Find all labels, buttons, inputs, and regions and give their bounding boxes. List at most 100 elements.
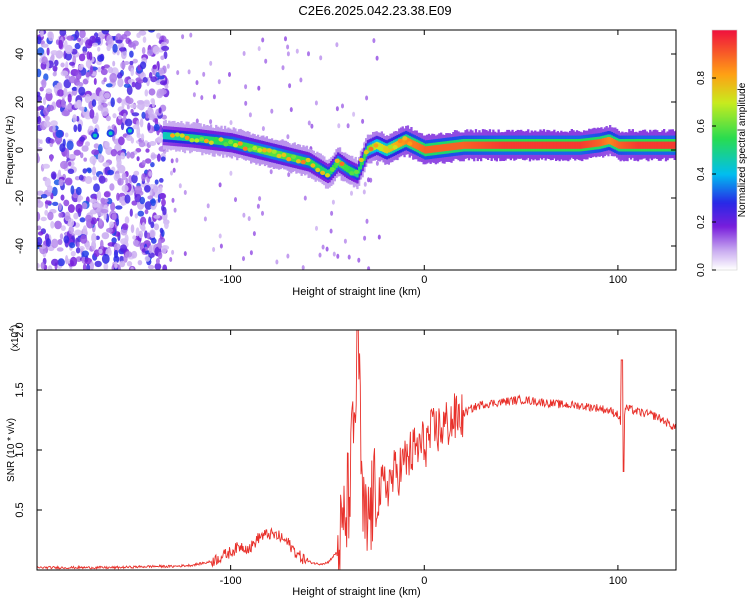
x-tick-label: -100 (220, 575, 242, 587)
x-tick-label: 0 (421, 575, 427, 587)
ridge-blob (199, 137, 205, 142)
noise-speckle (209, 60, 213, 66)
noise-speckle (66, 103, 72, 110)
ridge-segment (549, 141, 552, 149)
ridge-segment (668, 141, 671, 149)
ridge-segment (534, 141, 537, 149)
ridge-segment (556, 141, 559, 149)
noise-speckle (75, 256, 82, 262)
ridge-blob (213, 136, 219, 142)
noise-speckle (117, 178, 124, 186)
ridge-segment (541, 141, 544, 149)
colorbar-cell (712, 96, 737, 99)
noise-speckle (92, 175, 98, 181)
noise-speckle (160, 55, 165, 61)
noise-speckle (70, 250, 76, 257)
noise-speckle (37, 111, 40, 118)
noise-speckle (361, 118, 365, 124)
ridge-segment (166, 132, 169, 140)
y-tick-label: -20 (14, 190, 26, 206)
noise-speckle (377, 234, 381, 240)
ridge-segment (654, 141, 657, 149)
noise-speckle (134, 213, 138, 219)
ridge-segment (506, 141, 509, 149)
colorbar-cell (712, 172, 737, 175)
ridge-segment (194, 134, 197, 142)
noise-speckle (103, 64, 111, 69)
noise-speckle (121, 184, 129, 193)
ridge-blob (397, 138, 403, 144)
noise-speckle (357, 257, 361, 263)
noise-speckle (47, 211, 54, 221)
noise-speckle (346, 123, 350, 129)
noise-speckle (44, 115, 51, 122)
ridge-segment (575, 141, 579, 149)
ridge-segment (453, 142, 457, 150)
ridge-segment (596, 139, 600, 147)
noise-speckle (242, 51, 246, 56)
noise-speckle (73, 212, 79, 220)
noise-speckle (147, 264, 155, 270)
noise-speckle (125, 177, 129, 185)
noise-speckle (50, 171, 57, 180)
noise-speckle (257, 46, 261, 52)
noise-speckle (59, 30, 67, 37)
noise-speckle (125, 251, 133, 258)
colorbar-cell (712, 60, 737, 63)
heatmap-area (37, 30, 676, 270)
ridge-blob (368, 146, 374, 152)
ridge-segment (514, 141, 518, 149)
noise-speckle (341, 103, 344, 109)
noise-speckle (110, 97, 115, 108)
noise-speckle (91, 233, 97, 243)
noise-speckle (157, 153, 161, 162)
ridge-blob (383, 146, 388, 152)
noise-speckle (106, 34, 113, 45)
noise-speckle (41, 43, 49, 48)
noise-speckle (209, 119, 213, 125)
ridge-segment (241, 141, 244, 149)
noise-speckle (113, 243, 121, 251)
noise-speckle (37, 142, 40, 148)
ridge-segment (352, 168, 356, 176)
noise-speckle (45, 91, 53, 102)
noise-speckle (252, 231, 256, 237)
noise-speckle (299, 77, 303, 83)
ridge-segment (499, 141, 502, 149)
noise-speckle (52, 71, 57, 77)
ridge-segment (638, 141, 641, 149)
ridge-segment (396, 141, 399, 149)
colorbar-cell (712, 196, 737, 199)
noise-speckle (116, 218, 120, 226)
noise-speckle (60, 225, 66, 232)
noise-speckle (109, 72, 118, 83)
colorbar-cell (712, 152, 737, 155)
ridge-segment (570, 141, 573, 149)
ridge-segment (521, 141, 525, 149)
noise-speckle (152, 185, 159, 193)
noise-speckle (141, 248, 146, 253)
ridge-segment (431, 145, 434, 153)
colorbar-cell (712, 110, 737, 113)
noise-speckle (97, 54, 104, 62)
noise-speckle (43, 97, 47, 106)
colorbar-cell (712, 218, 737, 221)
noise-speckle (75, 81, 84, 87)
ridge-segment (579, 141, 582, 149)
noise-speckle (50, 120, 58, 127)
noise-speckle (219, 243, 223, 249)
noise-speckle (136, 132, 141, 139)
noise-speckle (96, 190, 102, 201)
ridge-segment (602, 138, 605, 146)
noise-speckle (98, 218, 103, 226)
noise-speckle (147, 195, 154, 200)
colorbar-cell (712, 258, 737, 261)
ridge-segment (561, 141, 565, 149)
noise-speckle (157, 251, 163, 260)
ridge-segment (319, 165, 322, 173)
noise-speckle (145, 148, 150, 153)
noise-speckle (76, 37, 82, 42)
noise-speckle (68, 226, 74, 235)
ridge-segment (335, 160, 338, 168)
